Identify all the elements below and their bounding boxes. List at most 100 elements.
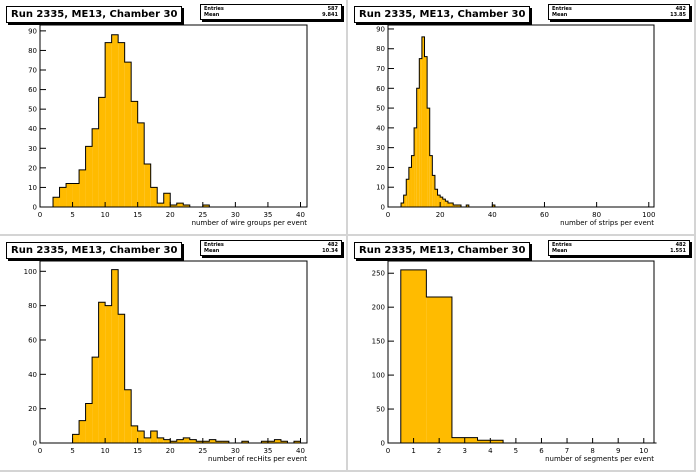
histogram-bar bbox=[261, 441, 268, 443]
histogram-bar bbox=[111, 269, 119, 443]
chart-title: Run 2335, ME13, Chamber 30 bbox=[6, 6, 183, 23]
histogram-outline bbox=[40, 269, 307, 444]
histogram-bar bbox=[455, 205, 459, 207]
histogram-bar bbox=[440, 197, 443, 207]
x-tick-label: 20 bbox=[166, 211, 175, 219]
histogram-bar bbox=[426, 296, 452, 443]
y-tick-label: 60 bbox=[28, 86, 37, 94]
stats-mean-value: 10.34 bbox=[322, 248, 338, 254]
chart-pad-wire-groups: 0 5 10 15 20 25 30 35 40 0 10 20 30 40 50 60 70 80 90 numbe… bbox=[0, 0, 348, 236]
y-tick-label: 200 bbox=[372, 304, 385, 312]
x-axis-label: number of segments per event bbox=[545, 455, 654, 463]
histogram-bar bbox=[98, 97, 106, 207]
x-tick-label: 40 bbox=[296, 211, 305, 219]
y-tick-label: 90 bbox=[28, 27, 37, 35]
plot-frame bbox=[387, 260, 655, 444]
y-tick-label: 80 bbox=[28, 302, 37, 310]
histogram-bar bbox=[157, 203, 164, 207]
histogram-bar bbox=[408, 167, 412, 207]
histogram-bar bbox=[163, 439, 171, 443]
histogram-bar bbox=[92, 128, 99, 207]
histogram-bar bbox=[427, 108, 430, 207]
y-tick-label: 20 bbox=[28, 164, 37, 172]
x-tick-label: 40 bbox=[488, 211, 497, 219]
x-tick-label: 25 bbox=[198, 447, 207, 455]
histogram-bar bbox=[280, 441, 288, 443]
stats-entries-value: 482 bbox=[675, 242, 686, 248]
histogram-bar bbox=[241, 441, 249, 443]
histogram-bar bbox=[163, 193, 171, 207]
x-tick-label: 35 bbox=[263, 211, 272, 219]
stats-entries-label: Entries bbox=[552, 6, 572, 12]
y-tick-label: 60 bbox=[28, 336, 37, 344]
histogram-bar bbox=[92, 357, 99, 443]
stats-entries-label: Entries bbox=[204, 6, 224, 12]
histogram-bar bbox=[419, 58, 422, 208]
x-tick-label: 0 bbox=[386, 211, 390, 219]
x-tick-label: 3 bbox=[462, 447, 466, 455]
stats-entries-value: 482 bbox=[675, 6, 686, 12]
x-tick-label: 10 bbox=[101, 211, 110, 219]
histogram-bar bbox=[222, 441, 229, 443]
histogram-bar bbox=[442, 199, 446, 207]
histogram-bar bbox=[176, 203, 184, 207]
y-tick-label: 30 bbox=[28, 145, 37, 153]
stats-mean-label: Mean bbox=[552, 248, 568, 254]
y-tick-label: 0 bbox=[33, 440, 37, 448]
histogram-bar bbox=[170, 441, 177, 443]
histogram-bar bbox=[492, 205, 495, 207]
y-tick-label: 10 bbox=[376, 184, 385, 192]
histogram-bar bbox=[72, 183, 80, 207]
stats-box: Entries 587 Mean 9.841 bbox=[200, 4, 342, 20]
histogram-bar bbox=[72, 434, 80, 443]
y-tick-label: 250 bbox=[372, 270, 385, 278]
x-axis-label: number of strips per event bbox=[560, 219, 654, 227]
x-tick-label: 15 bbox=[133, 211, 142, 219]
histogram-bar bbox=[124, 62, 132, 207]
x-tick-label: 35 bbox=[263, 447, 272, 455]
plot-area: 0 5 10 15 20 25 30 35 40 0 10 20 30 40 50 60 70 80 90 numbe… bbox=[28, 24, 308, 227]
stats-mean-value: 1.551 bbox=[670, 248, 686, 254]
histogram-bar bbox=[267, 441, 275, 443]
x-tick-label: 0 bbox=[38, 447, 42, 455]
histogram-bar bbox=[421, 36, 425, 207]
histogram-bar bbox=[458, 205, 462, 207]
histogram-bar bbox=[85, 403, 93, 443]
x-tick-label: 100 bbox=[642, 211, 655, 219]
y-tick-label: 0 bbox=[381, 204, 385, 212]
histogram-bar bbox=[202, 441, 210, 443]
stats-entries-label: Entries bbox=[552, 242, 572, 248]
histogram-bar bbox=[150, 187, 158, 207]
histogram-bar bbox=[414, 127, 417, 207]
histogram-bar bbox=[137, 122, 145, 207]
chart-title: Run 2335, ME13, Chamber 30 bbox=[354, 242, 531, 259]
histogram-bar bbox=[274, 439, 281, 443]
x-tick-label: 6 bbox=[539, 447, 544, 455]
y-tick-label: 20 bbox=[28, 405, 37, 413]
histogram-bar bbox=[403, 195, 407, 207]
y-tick-label: 40 bbox=[376, 124, 385, 132]
stats-box: Entries 482 Mean 1.551 bbox=[548, 240, 690, 256]
histogram-bar bbox=[416, 88, 420, 207]
y-tick-label: 50 bbox=[376, 406, 385, 414]
histogram-bar bbox=[85, 146, 93, 207]
x-tick-label: 0 bbox=[38, 211, 42, 219]
histogram-bar bbox=[202, 205, 210, 207]
histogram-bar bbox=[111, 34, 119, 208]
histogram-bar bbox=[447, 203, 451, 207]
x-tick-label: 30 bbox=[231, 447, 240, 455]
x-axis-label: number of wire groups per event bbox=[192, 219, 308, 227]
y-tick-label: 60 bbox=[376, 85, 385, 93]
x-tick-label: 2 bbox=[437, 447, 441, 455]
chart-pad-segments: 0 1 2 3 4 5 6 7 8 9 10 0 50 100 150 200 250 number of seg… bbox=[348, 236, 696, 472]
histogram-bar bbox=[170, 205, 177, 207]
histogram-bar bbox=[429, 155, 433, 207]
histogram-bar bbox=[105, 305, 112, 443]
x-axis-label: number of recHits per event bbox=[208, 455, 307, 463]
histogram-bar bbox=[437, 195, 441, 207]
histogram-bar bbox=[424, 56, 428, 207]
stats-mean-label: Mean bbox=[204, 248, 220, 254]
x-tick-label: 5 bbox=[514, 447, 518, 455]
chart-title: Run 2335, ME13, Chamber 30 bbox=[354, 6, 531, 23]
